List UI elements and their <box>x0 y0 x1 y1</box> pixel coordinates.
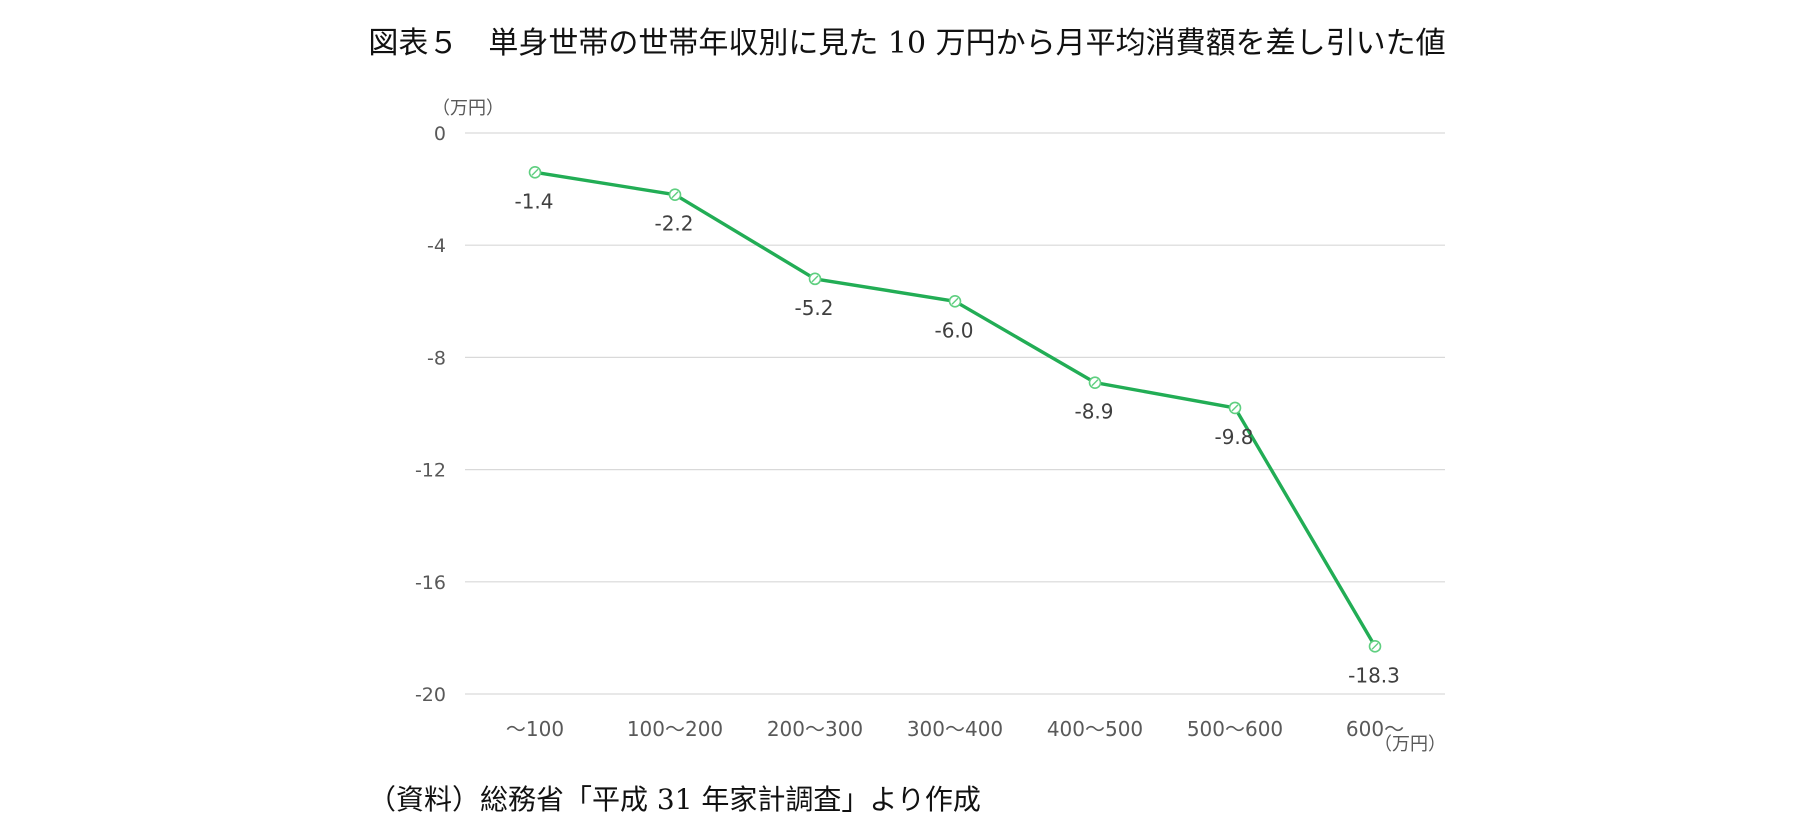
data-point-mark <box>671 191 679 199</box>
y-tick-label: -12 <box>415 460 446 482</box>
x-tick-label: ～100 <box>506 717 564 741</box>
x-axis-tick-labels: ～100 100～200 200～300 300～400 400～500 500～600 6… <box>506 717 1404 741</box>
x-axis-unit-label: （万円） <box>1374 734 1446 755</box>
data-point-markers <box>528 165 1382 653</box>
y-tick-label: -16 <box>415 572 446 594</box>
data-point-mark <box>1231 404 1239 412</box>
x-tick-label: 200～300 <box>767 717 863 741</box>
y-tick-label: 0 <box>434 123 446 145</box>
x-tick-label: 100～200 <box>627 717 723 741</box>
source-note: （資料）総務省「平成 31 年家計調査」より作成 <box>368 783 981 816</box>
x-tick-label: 500～600 <box>1187 717 1283 741</box>
y-tick-label: -4 <box>427 235 446 257</box>
data-labels: -1.4 -2.2 -5.2 -6.0 -8.9 -9.8 -18.3 <box>514 189 1399 687</box>
data-point-mark <box>811 275 819 283</box>
data-label: -8.9 <box>1074 400 1113 424</box>
data-label: -9.8 <box>1214 425 1253 449</box>
data-point-mark <box>1371 642 1379 650</box>
y-tick-label: -8 <box>427 347 446 369</box>
x-tick-label: 300～400 <box>907 717 1003 741</box>
series-line-layer <box>533 170 1377 648</box>
chart-title: 図表５ 単身世帯の世帯年収別に見た 10 万円から月平均消費額を差し引いた値 <box>368 26 1446 61</box>
data-point-mark <box>1091 379 1099 387</box>
data-point-mark <box>531 168 539 176</box>
data-label: -18.3 <box>1348 663 1400 687</box>
data-point-mark <box>951 297 959 305</box>
data-label: -2.2 <box>654 212 693 236</box>
y-axis-tick-labels: 0 -4 -8 -12 -16 -20 <box>415 123 446 706</box>
gridlines <box>465 132 1445 695</box>
data-label: -5.2 <box>794 296 833 320</box>
data-label: -1.4 <box>514 189 553 213</box>
y-axis-unit-label: （万円） <box>432 98 504 119</box>
data-label: -6.0 <box>934 318 973 342</box>
x-tick-label: 400～500 <box>1047 717 1143 741</box>
x-tick-label: 600～ <box>1346 717 1404 741</box>
y-tick-label: -20 <box>415 684 446 706</box>
series-line <box>533 170 1377 648</box>
